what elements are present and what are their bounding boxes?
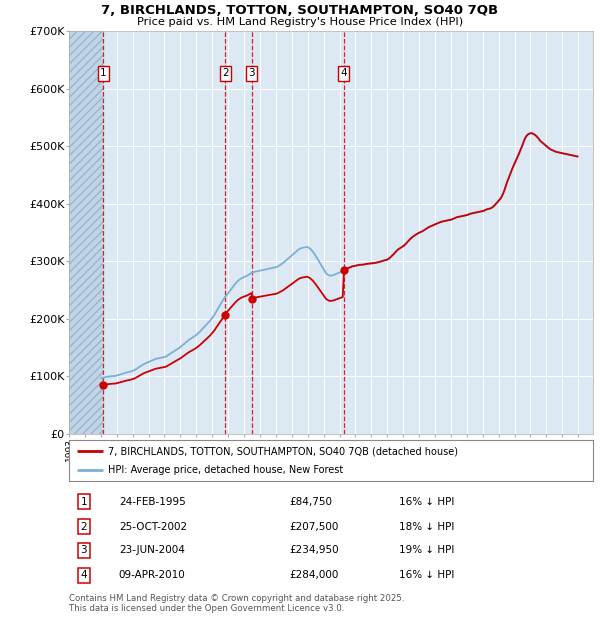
Point [247, 294, 256, 304]
Text: 16% ↓ HPI: 16% ↓ HPI [399, 570, 454, 580]
Text: 7, BIRCHLANDS, TOTTON, SOUTHAMPTON, SO40 7QB: 7, BIRCHLANDS, TOTTON, SOUTHAMPTON, SO40… [101, 4, 499, 17]
Text: 3: 3 [248, 68, 255, 78]
Bar [69, 31, 103, 434]
Text: 2: 2 [80, 521, 87, 531]
Text: 4: 4 [340, 68, 347, 78]
Text: 2: 2 [222, 68, 229, 78]
Text: 25-OCT-2002: 25-OCT-2002 [119, 521, 187, 531]
Text: 23-JUN-2004: 23-JUN-2004 [119, 546, 185, 556]
Text: 16% ↓ HPI: 16% ↓ HPI [399, 497, 454, 507]
Point [339, 265, 349, 275]
Text: Contains HM Land Registry data © Crown copyright and database right 2025.
This d: Contains HM Land Registry data © Crown c… [69, 594, 404, 613]
Text: 18% ↓ HPI: 18% ↓ HPI [399, 521, 454, 531]
Text: £234,950: £234,950 [289, 546, 338, 556]
Text: 3: 3 [80, 546, 87, 556]
Text: 4: 4 [80, 570, 87, 580]
Text: HPI: Average price, detached house, New Forest: HPI: Average price, detached house, New … [108, 466, 344, 476]
Text: 1: 1 [100, 68, 106, 78]
Text: 19% ↓ HPI: 19% ↓ HPI [399, 546, 454, 556]
Point [98, 380, 108, 390]
Text: 1: 1 [80, 497, 87, 507]
Text: 7, BIRCHLANDS, TOTTON, SOUTHAMPTON, SO40 7QB (detached house): 7, BIRCHLANDS, TOTTON, SOUTHAMPTON, SO40… [108, 446, 458, 456]
Text: 24-FEB-1995: 24-FEB-1995 [119, 497, 185, 507]
Text: Price paid vs. HM Land Registry's House Price Index (HPI): Price paid vs. HM Land Registry's House … [137, 17, 463, 27]
Text: £284,000: £284,000 [289, 570, 338, 580]
Text: £84,750: £84,750 [289, 497, 332, 507]
Point [220, 309, 230, 319]
Text: 09-APR-2010: 09-APR-2010 [119, 570, 185, 580]
Text: £207,500: £207,500 [289, 521, 338, 531]
